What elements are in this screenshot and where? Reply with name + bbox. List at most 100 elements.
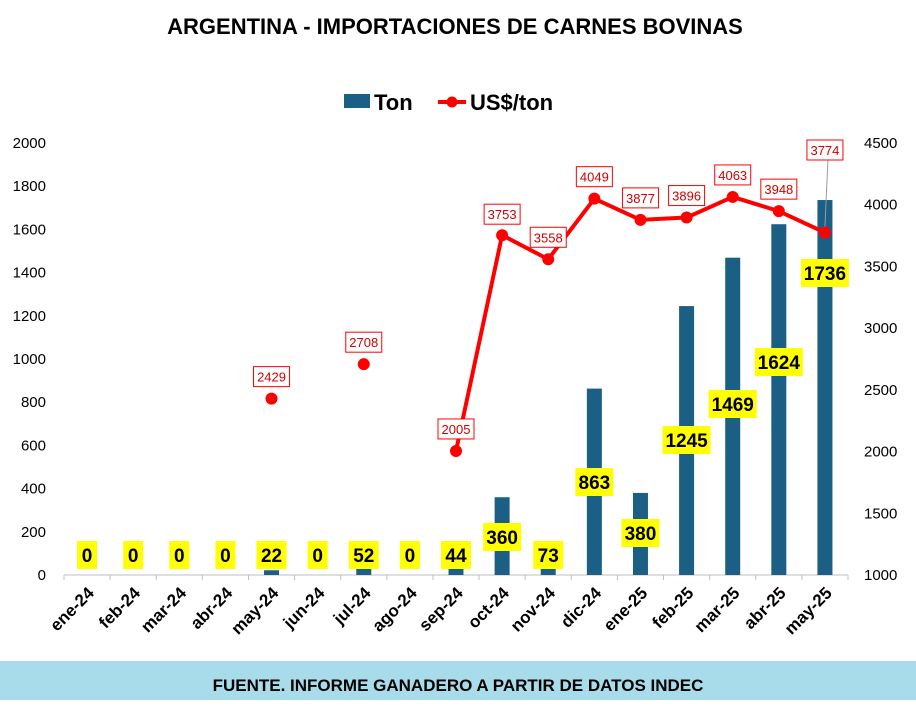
ton-label-box	[77, 541, 98, 569]
price-marker	[818, 226, 831, 239]
price-data-label: 4049	[580, 170, 609, 185]
x-tick-label: mar-25	[691, 583, 744, 636]
price-label-box	[806, 139, 844, 161]
x-tick-label: ene-25	[600, 583, 652, 635]
price-marker	[680, 211, 693, 224]
price-marker	[772, 205, 785, 218]
x-tick-label: mar-24	[137, 583, 190, 636]
y-left-tick-label: 1000	[13, 351, 46, 368]
ton-data-label: 52	[353, 546, 374, 567]
legend-ton-label: Ton	[374, 90, 413, 115]
ton-label-box	[307, 541, 328, 569]
legend: Ton US$/ton	[344, 90, 553, 115]
x-tick-label: feb-25	[649, 583, 698, 632]
price-marker	[265, 392, 278, 405]
legend-price-label: US$/ton	[470, 90, 553, 115]
price-data-label: 3774	[810, 143, 839, 158]
ton-data-label: 1736	[804, 264, 846, 285]
price-data-label: 3558	[534, 230, 563, 245]
price-data-label: 2429	[257, 370, 286, 385]
price-label-box	[253, 366, 291, 388]
x-tick-label: dic-24	[557, 583, 606, 632]
ton-label-box	[123, 541, 144, 569]
x-tick-label: oct-24	[464, 583, 513, 632]
price-label-box	[437, 418, 475, 440]
price-label-box	[345, 331, 383, 353]
x-tick-label: may-25	[781, 583, 836, 638]
ton-data-label: 1245	[665, 431, 708, 452]
price-line	[454, 194, 826, 452]
bar-ton	[448, 565, 464, 575]
price-line-series: 2429 2708 2005 3753 3558 4049 3877 3896 4063 3948…	[253, 139, 844, 457]
y-axis-left: 0 200 400 600 800 1000 1200 1400 1600 1800 2000	[13, 135, 46, 584]
y-left-tick-label: 1200	[13, 308, 46, 325]
price-data-label: 3896	[672, 189, 701, 204]
ton-label-box	[256, 541, 287, 569]
ton-data-label: 0	[312, 546, 323, 567]
price-marker	[542, 253, 555, 266]
price-data-label: 4063	[718, 168, 747, 183]
ton-label-box	[169, 541, 190, 569]
ton-label-box	[441, 541, 471, 569]
y-right-tick-label: 2000	[864, 444, 897, 461]
y-left-tick-label: 200	[21, 524, 46, 541]
price-data-label: 2005	[442, 422, 471, 437]
y-left-tick-label: 2000	[13, 135, 46, 152]
y-right-tick-label: 4500	[864, 135, 897, 152]
price-data-label: 3877	[626, 191, 655, 206]
ton-data-label: 0	[220, 546, 231, 567]
price-label-box	[529, 226, 567, 248]
price-label-box	[621, 187, 659, 209]
price-label-box	[714, 164, 752, 186]
x-tick-label: ene-24	[46, 583, 98, 635]
y-right-tick-label: 3000	[864, 320, 897, 337]
ton-data-label: 44	[445, 546, 467, 567]
ton-data-label: 0	[82, 546, 93, 567]
ton-label-box	[575, 468, 614, 496]
bar-ton	[817, 200, 833, 576]
y-left-tick-label: 400	[21, 481, 46, 498]
legend-ton-swatch	[344, 94, 370, 108]
ton-data-label: 0	[174, 546, 185, 567]
x-tick-label: sep-24	[415, 583, 467, 635]
price-data-label: 3753	[488, 207, 517, 222]
ton-label-box	[215, 541, 236, 569]
source-footer: FUENTE. INFORME GANADERO A PARTIR DE DAT…	[0, 661, 916, 700]
ton-label-box	[483, 523, 522, 551]
price-label-leader	[824, 159, 829, 227]
ton-data-label: 22	[261, 546, 282, 567]
ton-data-label: 0	[405, 546, 416, 567]
ton-label-box	[708, 390, 757, 418]
y-left-tick-label: 0	[38, 567, 46, 584]
legend-price-swatch-marker	[446, 96, 458, 108]
price-label-box	[760, 178, 798, 200]
price-marker	[726, 190, 739, 203]
ton-label-box	[399, 541, 420, 569]
ton-data-label: 863	[579, 473, 611, 494]
bar-ton	[771, 224, 787, 575]
price-label-box	[575, 166, 613, 188]
y-left-tick-label: 1400	[13, 265, 46, 282]
ton-data-label: 380	[625, 524, 657, 545]
price-marker	[496, 229, 509, 242]
bar-ton	[264, 570, 280, 575]
x-tick-label: feb-24	[95, 583, 144, 632]
ton-data-label: 1624	[758, 353, 801, 374]
ton-label-box	[621, 519, 660, 547]
price-marker	[634, 213, 647, 226]
y-right-tick-label: 4000	[864, 197, 897, 214]
price-marker	[588, 192, 601, 205]
chart-title: ARGENTINA - IMPORTACIONES DE CARNES BOVI…	[167, 14, 743, 39]
price-data-label: 3948	[764, 182, 793, 197]
chart: ARGENTINA - IMPORTACIONES DE CARNES BOVI…	[13, 14, 898, 638]
ton-data-label: 360	[486, 528, 518, 549]
ton-label-box	[662, 426, 711, 454]
y-right-tick-label: 1500	[864, 505, 897, 522]
price-label-box	[668, 185, 706, 207]
price-label-box	[483, 203, 521, 225]
ton-label-box	[754, 348, 803, 376]
y-left-tick-label: 1800	[13, 178, 46, 195]
x-tick-label: jun-24	[279, 583, 329, 633]
ton-label-box	[533, 541, 564, 569]
